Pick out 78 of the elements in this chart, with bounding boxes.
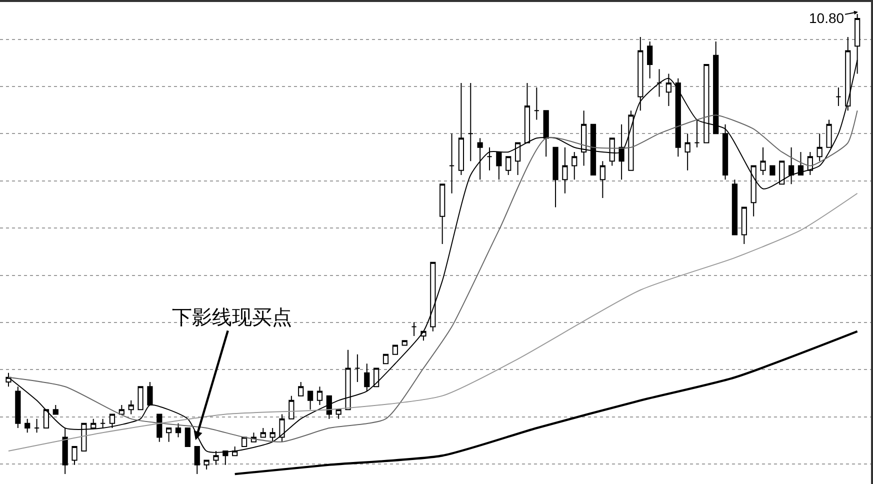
candlestick — [836, 87, 842, 106]
candlestick — [204, 460, 210, 470]
candlestick — [118, 404, 124, 415]
candlestick — [704, 64, 710, 144]
candlestick — [402, 340, 408, 346]
candlestick — [175, 422, 182, 438]
candlestick — [486, 146, 492, 171]
candlestick — [600, 160, 606, 198]
candlestick — [477, 138, 483, 180]
candlestick — [552, 146, 558, 208]
candlestick — [779, 160, 785, 185]
candlestick — [147, 382, 153, 406]
candlestick — [90, 418, 96, 429]
candlestick — [166, 428, 172, 442]
candlestick — [798, 151, 804, 176]
candlestick — [628, 110, 634, 171]
candlestick — [430, 262, 436, 332]
candlestick — [458, 82, 464, 176]
candlestick — [534, 87, 540, 120]
candlestick — [684, 133, 690, 171]
candlestick — [760, 146, 766, 176]
candlestick — [656, 68, 662, 98]
candlestick — [562, 146, 568, 194]
candlestick — [72, 446, 78, 466]
candlestick — [270, 428, 276, 442]
candlestick — [788, 146, 794, 185]
candlestick — [816, 133, 822, 162]
candlestick — [581, 110, 587, 166]
candlestick — [336, 409, 342, 420]
candlestick — [722, 124, 728, 180]
candlestick — [364, 363, 370, 392]
candlestick — [279, 414, 285, 442]
candlestick — [194, 446, 200, 475]
candlestick — [741, 206, 747, 244]
candlestick — [732, 179, 738, 236]
annotation: 10.80 — [809, 10, 844, 26]
candlestick — [411, 322, 417, 337]
candlestick — [34, 418, 40, 434]
candlestick — [288, 395, 294, 420]
candlestick — [675, 78, 681, 158]
candlestick — [392, 344, 398, 355]
candlestick — [298, 382, 304, 396]
candlestick — [448, 133, 455, 194]
candlestick — [770, 165, 776, 176]
candlestick — [43, 409, 50, 429]
candlestick — [524, 82, 530, 144]
candlestick — [496, 151, 502, 180]
candlestick — [184, 428, 190, 447]
candlestick — [694, 119, 700, 148]
candlestick — [128, 400, 134, 415]
candlestick — [374, 368, 380, 388]
candlestick — [260, 428, 266, 438]
candlestick — [109, 414, 116, 429]
candlestick — [750, 165, 756, 217]
candlestick — [52, 404, 58, 415]
candlestick — [647, 41, 653, 79]
candlestick — [826, 119, 832, 148]
candlestick — [572, 151, 578, 180]
candlestick — [316, 386, 323, 406]
candlestick — [15, 386, 21, 429]
candlestick — [590, 124, 596, 176]
candlestick — [138, 386, 144, 410]
candlestick — [345, 349, 351, 410]
candlestick — [382, 354, 389, 364]
candlestick — [514, 142, 521, 176]
candlestick — [666, 73, 672, 106]
candlestick — [156, 414, 162, 442]
candlestick — [506, 156, 512, 176]
candlestick — [543, 110, 549, 158]
annotation: 下影线现买点 — [172, 307, 292, 329]
candlestick — [24, 418, 30, 434]
candlestick — [609, 138, 615, 166]
candlestick — [440, 184, 446, 244]
candlestick — [100, 418, 106, 429]
candlestick — [618, 124, 624, 180]
candlestick — [354, 354, 360, 383]
candlestick — [307, 390, 314, 410]
candlestick — [468, 82, 474, 162]
